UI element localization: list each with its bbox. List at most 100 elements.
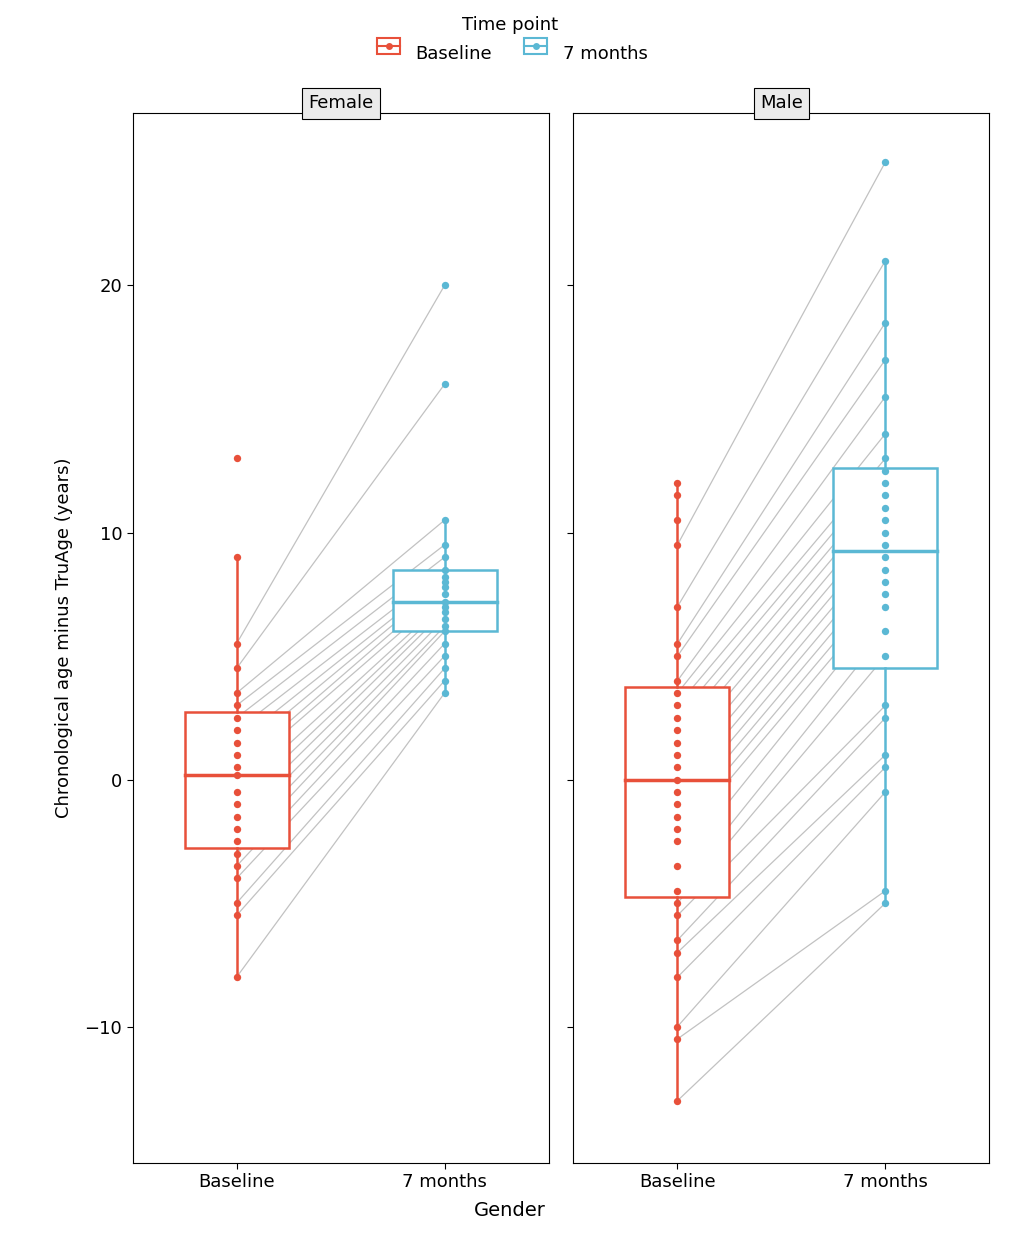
Point xyxy=(228,720,245,740)
Point xyxy=(436,548,452,568)
Point xyxy=(228,707,245,727)
Point xyxy=(228,682,245,702)
Point xyxy=(668,510,685,530)
Point xyxy=(436,535,452,555)
Point xyxy=(876,707,893,727)
Point xyxy=(436,275,452,295)
Point xyxy=(668,535,685,555)
Point xyxy=(876,350,893,370)
Point xyxy=(436,560,452,580)
Point xyxy=(436,616,452,636)
Point xyxy=(876,152,893,173)
Point xyxy=(668,930,685,950)
Point xyxy=(876,472,893,492)
Point xyxy=(228,856,245,876)
Point xyxy=(668,695,685,715)
Bar xyxy=(184,711,288,848)
Point xyxy=(436,576,452,596)
Point xyxy=(436,671,452,691)
Point xyxy=(668,806,685,826)
Point xyxy=(228,758,245,778)
Point xyxy=(228,794,245,814)
Point xyxy=(668,968,685,988)
Point xyxy=(876,535,893,555)
Text: Female: Female xyxy=(308,95,373,112)
Point xyxy=(876,745,893,765)
Point xyxy=(668,770,685,790)
Point xyxy=(228,806,245,826)
Point xyxy=(876,892,893,912)
Point xyxy=(436,374,452,394)
Point xyxy=(228,659,245,679)
Point xyxy=(876,312,893,332)
Point xyxy=(228,745,245,765)
Bar xyxy=(833,468,936,669)
Point xyxy=(668,905,685,925)
Point xyxy=(436,621,452,641)
Point xyxy=(668,856,685,876)
Point xyxy=(436,659,452,679)
Point xyxy=(876,449,893,469)
Point xyxy=(876,522,893,542)
Point xyxy=(436,572,452,592)
Legend: Baseline, 7 months: Baseline, 7 months xyxy=(365,9,654,70)
Point xyxy=(228,765,245,785)
Point xyxy=(876,758,893,778)
Point xyxy=(436,609,452,629)
Point xyxy=(668,831,685,851)
Point xyxy=(668,881,685,901)
Point xyxy=(876,881,893,901)
Point xyxy=(436,510,452,530)
Point xyxy=(876,584,893,604)
Point xyxy=(876,386,893,406)
Point xyxy=(876,424,893,444)
Point xyxy=(668,596,685,616)
Point xyxy=(876,560,893,580)
Bar xyxy=(625,688,729,897)
Point xyxy=(876,510,893,530)
Point xyxy=(668,782,685,802)
Text: Male: Male xyxy=(759,95,802,112)
Y-axis label: Chronological age minus TruAge (years): Chronological age minus TruAge (years) xyxy=(55,458,73,818)
Point xyxy=(228,819,245,839)
Point xyxy=(228,844,245,864)
Point xyxy=(668,758,685,778)
Point xyxy=(228,869,245,889)
Point xyxy=(228,695,245,715)
Point xyxy=(436,596,452,616)
Point xyxy=(668,646,685,666)
Point xyxy=(876,498,893,518)
Point xyxy=(436,568,452,588)
Point xyxy=(668,1016,685,1036)
Point xyxy=(668,671,685,691)
Point xyxy=(668,472,685,492)
Point xyxy=(668,892,685,912)
Point xyxy=(436,646,452,666)
Point xyxy=(876,646,893,666)
Bar xyxy=(392,570,496,631)
Point xyxy=(668,794,685,814)
Point xyxy=(228,634,245,654)
Point xyxy=(668,819,685,839)
Point xyxy=(228,732,245,752)
Text: Gender: Gender xyxy=(474,1200,545,1220)
Point xyxy=(668,1029,685,1049)
Point xyxy=(668,1091,685,1111)
Point xyxy=(668,707,685,727)
Point xyxy=(668,485,685,505)
Point xyxy=(228,831,245,851)
Point xyxy=(228,968,245,988)
Point xyxy=(436,591,452,611)
Point xyxy=(668,732,685,752)
Point xyxy=(436,584,452,604)
Point xyxy=(436,601,452,621)
Point xyxy=(876,596,893,616)
Point xyxy=(876,695,893,715)
Point xyxy=(876,572,893,592)
Point xyxy=(876,621,893,641)
Point xyxy=(876,782,893,802)
Point xyxy=(228,449,245,469)
Point xyxy=(228,548,245,568)
Point xyxy=(668,682,685,702)
Point xyxy=(668,634,685,654)
